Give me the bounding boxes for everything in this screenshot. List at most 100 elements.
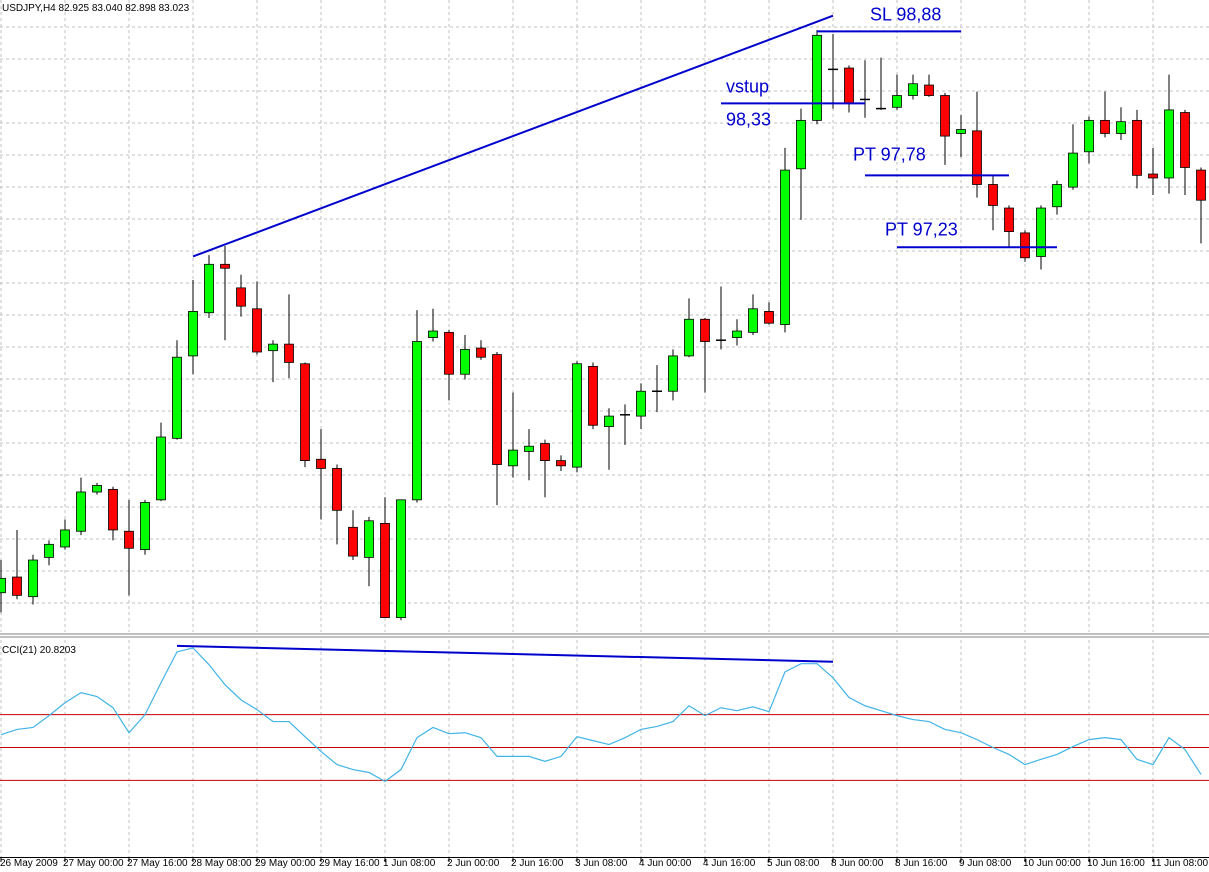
candle-body	[1004, 207, 1014, 233]
candle-body	[396, 499, 406, 619]
candle-body	[540, 443, 550, 461]
candle-body	[60, 529, 70, 548]
candle-body	[220, 263, 230, 269]
x-tick-label: 10 Jun 00:00	[1023, 858, 1081, 869]
candle-body	[1132, 119, 1142, 176]
candle-body	[444, 331, 454, 375]
candle-body	[172, 356, 182, 439]
level-label: SL 98,88	[870, 4, 941, 24]
candle-body	[460, 348, 470, 375]
candle-body	[940, 95, 950, 137]
x-tick-label: 29 May 00:00	[255, 858, 316, 869]
candle-body	[44, 543, 54, 558]
candle-body	[780, 169, 790, 325]
candle-body	[588, 365, 598, 426]
candle-body	[812, 34, 822, 121]
x-tick-label: 29 May 16:00	[319, 858, 380, 869]
candle-body	[188, 311, 198, 357]
x-tick-label: 27 May 16:00	[127, 858, 188, 869]
indicator-line	[0, 647, 1202, 783]
x-tick-label: 1 Jun 08:00	[383, 858, 436, 869]
candle-body	[76, 491, 86, 532]
candle-body	[92, 485, 102, 493]
candle-body	[268, 343, 278, 352]
candle-body	[764, 311, 774, 324]
candle-body	[204, 263, 214, 314]
candle-body	[796, 119, 806, 170]
x-tick-label: 5 Jun 08:00	[767, 858, 820, 869]
candle-body	[28, 559, 38, 598]
candle-body	[508, 449, 518, 467]
candle-body	[636, 390, 646, 417]
candle-body	[604, 415, 614, 427]
x-tick-label: 28 May 08:00	[191, 858, 252, 869]
candle-body	[748, 308, 758, 333]
candle-body	[908, 83, 918, 96]
candle-body	[108, 488, 118, 531]
candle-body	[892, 95, 902, 108]
level-value-label: 98,33	[726, 109, 771, 129]
candle-body	[844, 67, 854, 104]
candle-body	[492, 354, 502, 465]
level-label: PT 97,23	[885, 219, 958, 239]
candle-body	[1084, 119, 1094, 153]
candle-body	[1068, 152, 1078, 188]
x-tick-label: 11 Jun 08:00	[1151, 858, 1209, 869]
candle-body	[972, 130, 982, 185]
candle-body	[316, 458, 326, 469]
candle-body	[684, 318, 694, 357]
x-tick-label: 10 Jun 16:00	[1087, 858, 1145, 869]
candle-body	[956, 129, 966, 134]
candle-body	[300, 363, 310, 461]
x-tick-label: 4 Jun 00:00	[639, 858, 692, 869]
candle-body	[1180, 112, 1190, 168]
candle-body	[1100, 119, 1110, 134]
trend-line	[176, 644, 834, 663]
x-tick-label: 8 Jun 16:00	[895, 858, 948, 869]
candle-body	[332, 468, 342, 511]
candle-body	[348, 526, 358, 557]
candle-body	[380, 522, 390, 619]
candle-body	[1148, 173, 1158, 179]
candle-body	[1116, 121, 1126, 134]
x-tick-label: 4 Jun 16:00	[703, 858, 756, 869]
candle-body	[1164, 109, 1174, 179]
candle-body	[284, 343, 294, 363]
candle-body	[140, 502, 150, 550]
candle-body	[428, 330, 438, 338]
x-tick-label: 2 Jun 00:00	[447, 858, 500, 869]
x-tick-label: 9 Jun 08:00	[959, 858, 1012, 869]
candle-body	[0, 577, 6, 594]
candle-body	[988, 184, 998, 206]
level-label: vstup	[726, 76, 769, 96]
candle-body	[1196, 169, 1206, 201]
candle-body	[524, 445, 534, 452]
level-label: PT 97,78	[853, 144, 926, 164]
x-tick-label: 26 May 2009	[0, 858, 58, 869]
x-tick-label: 3 Jun 08:00	[575, 858, 628, 869]
candle-body	[924, 84, 934, 96]
candle-body	[572, 363, 582, 468]
trend-line	[192, 14, 834, 258]
candle-body	[12, 576, 22, 596]
candle-body	[556, 460, 566, 467]
x-tick-label: 8 Jun 00:00	[831, 858, 884, 869]
candle-body	[1052, 184, 1062, 208]
candle-body	[236, 287, 246, 307]
chart-title: CCI(21) 20.8203	[2, 645, 76, 656]
candle-body	[124, 530, 134, 549]
candle-body	[732, 330, 742, 338]
candle-body	[156, 436, 166, 501]
candle-body	[476, 347, 486, 358]
chart-title: USDJPY,H4 82.925 83.040 82.898 83.023	[2, 3, 190, 14]
candle-body	[668, 355, 678, 392]
candle-body	[1020, 232, 1030, 259]
candle-body	[1036, 207, 1046, 257]
x-tick-label: 27 May 00:00	[63, 858, 124, 869]
x-tick-label: 2 Jun 16:00	[511, 858, 564, 869]
candle-body	[700, 318, 710, 342]
candle-body	[364, 520, 374, 558]
candle-body	[252, 308, 262, 353]
